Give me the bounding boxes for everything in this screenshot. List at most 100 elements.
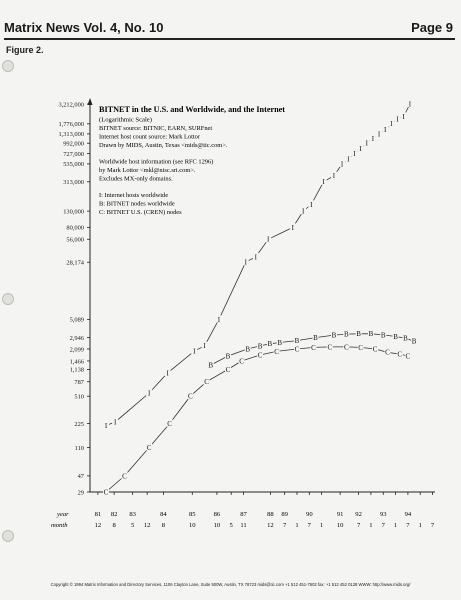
data-point-c: C bbox=[226, 366, 231, 374]
x-tick-label-year: 92 bbox=[355, 511, 362, 518]
marker-bg bbox=[146, 443, 153, 451]
marker-bg bbox=[367, 329, 374, 337]
marker-bg bbox=[257, 351, 264, 359]
x-tick-label-month: 1 bbox=[320, 522, 323, 529]
marker-bg bbox=[242, 258, 249, 266]
marker-bg bbox=[225, 365, 231, 373]
y-tick-label: 225 bbox=[74, 421, 84, 428]
data-point-i: I bbox=[203, 342, 206, 350]
chart-note: Worldwide host information (see RFC 1296… bbox=[99, 159, 213, 166]
y-tick-label: 992,000 bbox=[63, 141, 84, 148]
data-point-i: I bbox=[359, 145, 362, 153]
x-tick-label-month: 7 bbox=[406, 522, 410, 529]
marker-bg bbox=[339, 159, 346, 167]
marker-bg bbox=[252, 252, 259, 260]
marker-bg bbox=[330, 171, 337, 179]
marker-bg bbox=[257, 341, 264, 349]
data-point-c: C bbox=[122, 472, 127, 480]
data-point-c: C bbox=[344, 343, 349, 351]
marker-bg bbox=[372, 344, 379, 352]
data-point-i: I bbox=[105, 422, 108, 430]
marker-bg bbox=[392, 332, 399, 340]
x-row-label-month: month bbox=[51, 522, 68, 529]
data-point-i: I bbox=[302, 208, 305, 216]
data-point-c: C bbox=[385, 349, 390, 357]
y-tick-label: 313,000 bbox=[63, 179, 84, 186]
series-line-b bbox=[210, 333, 415, 366]
marker-bg bbox=[345, 155, 352, 163]
chart-note: I: Internet hosts worldwide bbox=[99, 192, 168, 199]
chart-title: BITNET in the U.S. and Worldwide, and th… bbox=[99, 105, 285, 114]
y-tick-label: 3,212,000 bbox=[58, 101, 84, 108]
data-point-b: B bbox=[332, 331, 337, 339]
x-tick-label-year: 93 bbox=[380, 511, 387, 518]
data-point-i: I bbox=[193, 348, 196, 356]
marker-bg bbox=[300, 207, 307, 215]
marker-bg bbox=[384, 348, 391, 356]
data-point-i: I bbox=[267, 236, 270, 244]
header-rule bbox=[4, 38, 455, 40]
marker-bg bbox=[400, 112, 407, 120]
data-point-b: B bbox=[403, 335, 408, 343]
marker-bg bbox=[355, 329, 362, 337]
y-axis-arrow bbox=[87, 98, 93, 105]
data-point-i: I bbox=[384, 126, 387, 134]
y-tick-label: 535,000 bbox=[63, 161, 84, 168]
x-tick-label-year: 82 bbox=[111, 511, 118, 518]
x-tick-label-year: 85 bbox=[189, 511, 196, 518]
x-tick-label-month: 7 bbox=[308, 522, 312, 529]
data-point-i: I bbox=[378, 130, 381, 138]
marker-bg bbox=[273, 347, 280, 355]
data-point-b: B bbox=[226, 352, 231, 360]
x-tick-label-month: 7 bbox=[431, 522, 435, 529]
marker-bg bbox=[380, 330, 387, 338]
x-tick-label-year: 81 bbox=[95, 511, 102, 518]
data-point-b: B bbox=[295, 337, 300, 345]
x-tick-label-month: 10 bbox=[214, 522, 221, 529]
marker-bg bbox=[406, 100, 413, 107]
chart-note: C: BITNET U.S. (CREN) nodes bbox=[99, 209, 182, 216]
marker-bg bbox=[266, 339, 273, 347]
series-line-i bbox=[105, 103, 411, 426]
chart-notes: BITNET in the U.S. and Worldwide, and th… bbox=[99, 105, 285, 216]
marker-bg bbox=[396, 350, 403, 358]
x-tick-label-month: 10 bbox=[337, 522, 344, 529]
marker-bg bbox=[289, 223, 296, 231]
marker-bg bbox=[187, 392, 194, 400]
data-point-i: I bbox=[396, 115, 399, 123]
x-tick-label-month: 10 bbox=[189, 522, 196, 529]
y-tick-label: 1,138 bbox=[70, 367, 84, 374]
y-tick-label: 787 bbox=[74, 379, 84, 386]
data-point-c: C bbox=[373, 345, 378, 353]
marker-bg bbox=[369, 134, 376, 142]
x-tick-label-year: 87 bbox=[240, 511, 247, 518]
marker-bg bbox=[244, 344, 251, 352]
data-point-c: C bbox=[274, 348, 279, 356]
y-tick-label: 727,000 bbox=[63, 151, 84, 158]
marker-bg bbox=[121, 471, 128, 479]
chart-subtitle: (Logarithmic Scale) bbox=[99, 117, 152, 124]
marker-bg bbox=[207, 360, 214, 368]
data-point-i: I bbox=[322, 178, 325, 186]
marker-bg bbox=[238, 356, 245, 364]
page-number: Page 9 bbox=[411, 20, 453, 35]
marker-bg bbox=[363, 139, 370, 147]
data-point-b: B bbox=[208, 361, 213, 369]
y-tick-label: 2,946 bbox=[70, 335, 84, 342]
data-point-c: C bbox=[327, 343, 332, 351]
data-point-c: C bbox=[204, 378, 209, 386]
marker-bg bbox=[376, 129, 383, 137]
y-tick-label: 130,000 bbox=[63, 208, 84, 215]
x-tick-label-month: 8 bbox=[162, 522, 166, 529]
chart-note: B: BITNET nodes worldwide bbox=[99, 201, 175, 208]
y-tick-label: 28,174 bbox=[66, 260, 84, 267]
marker-bg bbox=[402, 334, 409, 342]
data-point-i: I bbox=[245, 259, 248, 267]
data-point-i: I bbox=[292, 224, 295, 232]
chart-note: by Mark Lottor <mkl@nisc.sri.com>. bbox=[99, 167, 196, 174]
marker-bg bbox=[103, 488, 110, 495]
marker-bg bbox=[382, 125, 389, 133]
x-tick-label-month: 5 bbox=[230, 522, 234, 529]
x-tick-label-month: 1 bbox=[394, 522, 397, 529]
data-point-i: I bbox=[366, 140, 369, 148]
